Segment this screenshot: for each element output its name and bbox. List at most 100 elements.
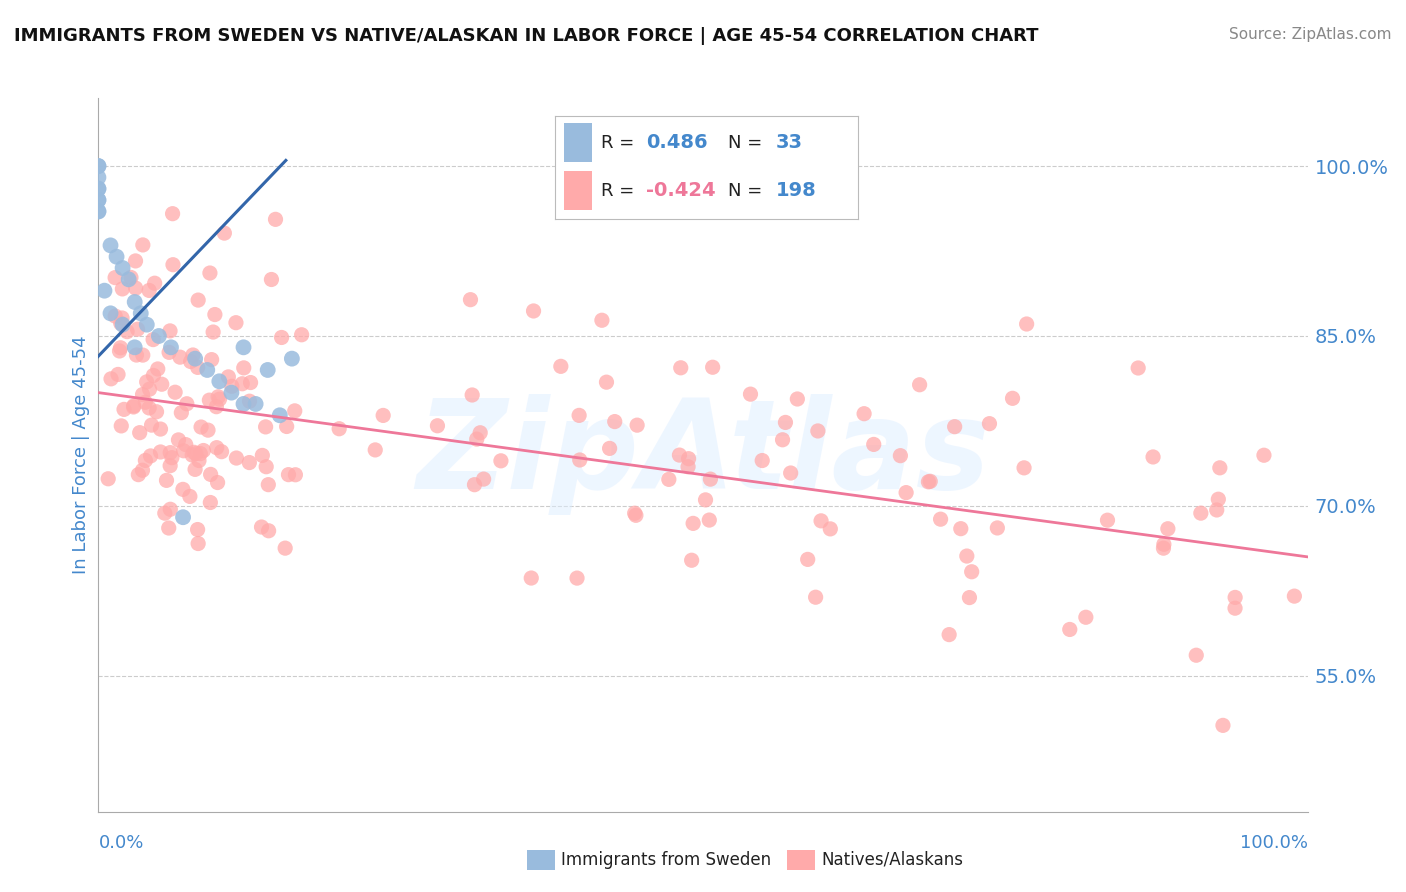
- Point: [187, 523, 209, 537]
- Point: [599, 442, 621, 456]
- Point: [141, 418, 163, 433]
- Point: [221, 379, 243, 393]
- Point: [100, 238, 122, 252]
- Point: [138, 401, 160, 415]
- Point: [150, 377, 173, 392]
- Text: 33: 33: [776, 133, 803, 153]
- Point: [170, 406, 193, 420]
- Point: [148, 329, 170, 343]
- Point: [110, 316, 132, 330]
- Point: [917, 475, 939, 489]
- Point: [1074, 610, 1097, 624]
- Point: [257, 524, 280, 538]
- Text: 100.0%: 100.0%: [1240, 834, 1308, 852]
- Point: [100, 306, 122, 320]
- Point: [959, 591, 981, 605]
- Point: [149, 445, 172, 459]
- Point: [463, 477, 485, 491]
- Point: [239, 376, 262, 390]
- Point: [1284, 589, 1306, 603]
- Point: [364, 442, 387, 457]
- Point: [105, 250, 128, 264]
- Point: [125, 348, 148, 362]
- Point: [159, 458, 181, 473]
- Point: [291, 327, 314, 342]
- Point: [550, 359, 572, 374]
- Point: [678, 451, 700, 466]
- Point: [281, 351, 304, 366]
- Point: [134, 395, 156, 409]
- Point: [1142, 450, 1164, 464]
- Point: [204, 308, 226, 322]
- Point: [796, 552, 818, 566]
- Point: [138, 284, 160, 298]
- Point: [181, 448, 204, 462]
- Point: [128, 425, 150, 440]
- Text: N =: N =: [728, 182, 768, 200]
- Point: [162, 258, 184, 272]
- Point: [775, 416, 797, 430]
- Point: [1012, 460, 1035, 475]
- Point: [328, 422, 350, 436]
- Point: [87, 193, 110, 207]
- Point: [124, 281, 146, 295]
- Point: [160, 340, 183, 354]
- Point: [943, 419, 966, 434]
- Point: [522, 304, 544, 318]
- Point: [174, 437, 197, 451]
- Point: [697, 513, 720, 527]
- Point: [111, 260, 134, 275]
- Point: [938, 627, 960, 641]
- Point: [1212, 718, 1234, 732]
- Point: [162, 207, 184, 221]
- Bar: [564, 171, 592, 211]
- Point: [373, 409, 395, 423]
- Point: [100, 372, 122, 386]
- Text: Source: ZipAtlas.com: Source: ZipAtlas.com: [1229, 27, 1392, 42]
- Point: [740, 387, 762, 401]
- Point: [143, 277, 166, 291]
- Point: [956, 549, 979, 563]
- Point: [134, 453, 156, 467]
- Point: [270, 330, 292, 344]
- Point: [820, 522, 842, 536]
- Point: [142, 333, 165, 347]
- Point: [786, 392, 808, 406]
- Point: [929, 512, 952, 526]
- Text: R =: R =: [600, 182, 640, 200]
- Point: [165, 385, 187, 400]
- Point: [810, 514, 832, 528]
- Point: [232, 340, 254, 354]
- Point: [207, 475, 229, 490]
- Point: [568, 409, 591, 423]
- Point: [127, 467, 149, 482]
- Point: [184, 462, 207, 476]
- Point: [254, 420, 277, 434]
- Point: [120, 270, 142, 285]
- Point: [1189, 506, 1212, 520]
- Text: ZipAtlas: ZipAtlas: [416, 394, 990, 516]
- Point: [108, 343, 131, 358]
- Point: [225, 316, 247, 330]
- Point: [472, 472, 495, 486]
- Point: [1128, 361, 1150, 376]
- Point: [277, 467, 299, 482]
- Point: [1097, 513, 1119, 527]
- Point: [110, 341, 132, 355]
- Point: [920, 475, 942, 489]
- Point: [908, 377, 931, 392]
- Point: [138, 382, 160, 396]
- Point: [1223, 591, 1246, 605]
- Point: [87, 193, 110, 207]
- Point: [470, 425, 492, 440]
- Text: Natives/Alaskans: Natives/Alaskans: [821, 851, 963, 869]
- Point: [807, 424, 830, 438]
- Point: [181, 348, 204, 362]
- Point: [217, 370, 239, 384]
- Point: [135, 318, 157, 332]
- Point: [124, 254, 146, 268]
- Point: [465, 432, 488, 446]
- Point: [122, 399, 145, 413]
- Point: [1015, 317, 1038, 331]
- Text: 198: 198: [776, 181, 817, 201]
